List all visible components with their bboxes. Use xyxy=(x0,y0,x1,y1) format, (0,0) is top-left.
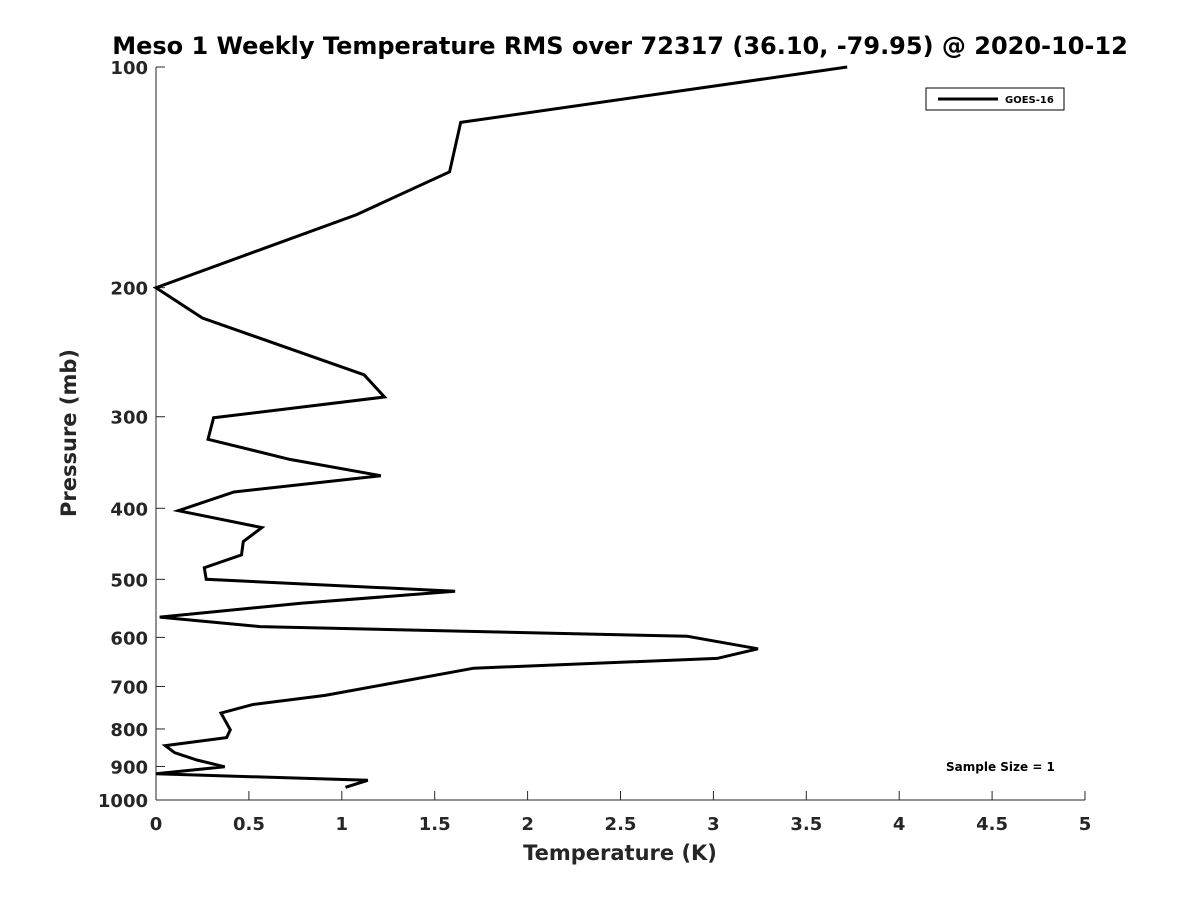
legend-label-goes-16: GOES-16 xyxy=(1005,95,1054,106)
y-tick-label: 1000 xyxy=(98,791,148,812)
x-tick-label: 4 xyxy=(893,814,906,835)
series-line-goes-16 xyxy=(152,65,848,789)
x-tick-label: 4.5 xyxy=(976,814,1008,835)
series-layer xyxy=(152,65,848,789)
x-tick-label: 0 xyxy=(150,814,163,835)
x-tick-label: 0.5 xyxy=(233,814,265,835)
y-tick-label: 800 xyxy=(110,720,148,741)
x-tick-label: 5 xyxy=(1079,814,1092,835)
x-tick-label: 1.5 xyxy=(419,814,451,835)
y-tick-label: 300 xyxy=(110,408,148,429)
plot-area: 0 0.5 1 1.5 2 2.5 3 3.5 4 4.5 5 100 200 300 400 500 600… xyxy=(98,58,1091,835)
x-ticks: 0 0.5 1 1.5 2 2.5 3 3.5 4 4.5 5 xyxy=(150,791,1092,835)
y-tick-label: 400 xyxy=(110,499,148,520)
y-tick-label: 600 xyxy=(110,628,148,649)
y-tick-label: 200 xyxy=(110,279,148,300)
sample-size-annotation: Sample Size = 1 xyxy=(946,760,1055,774)
y-axis-label: Pressure (mb) xyxy=(57,349,81,517)
y-ticks: 100 200 300 400 500 600 700 800 900 1000 xyxy=(98,58,165,812)
x-axis-label: Temperature (K) xyxy=(523,841,717,865)
axes-background xyxy=(156,67,1085,800)
y-tick-label: 500 xyxy=(110,570,148,591)
legend: GOES-16 xyxy=(925,87,1065,111)
y-tick-label: 900 xyxy=(110,757,148,778)
x-tick-label: 1 xyxy=(336,814,349,835)
y-tick-label: 100 xyxy=(110,58,148,79)
y-tick-label: 700 xyxy=(110,677,148,698)
x-tick-label: 2 xyxy=(521,814,534,835)
chart-title: Meso 1 Weekly Temperature RMS over 72317… xyxy=(112,32,1128,60)
x-tick-label: 3 xyxy=(707,814,720,835)
x-tick-label: 3.5 xyxy=(790,814,822,835)
x-tick-label: 2.5 xyxy=(605,814,637,835)
